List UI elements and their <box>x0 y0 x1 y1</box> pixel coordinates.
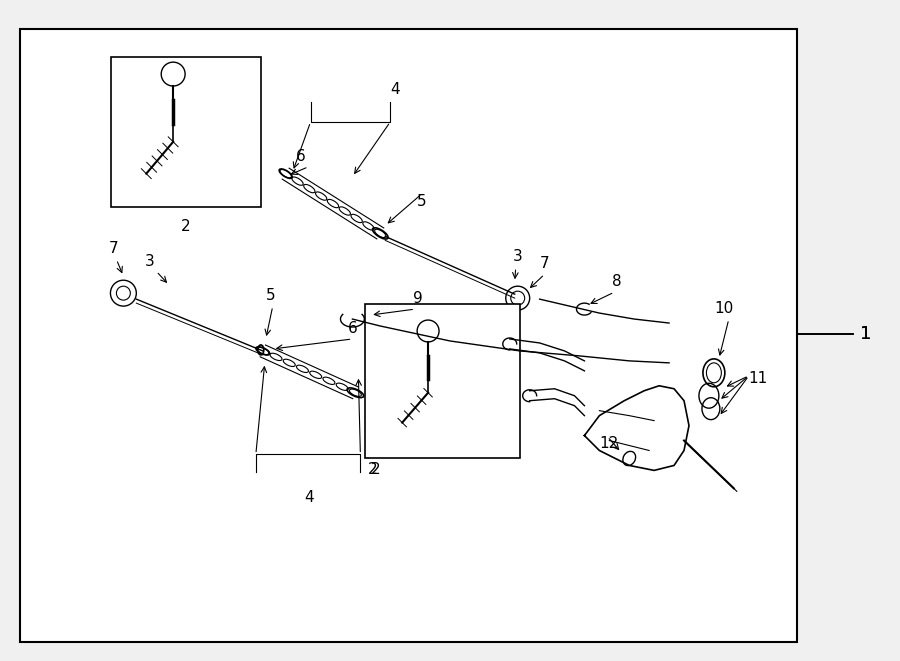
Bar <box>112 57 261 206</box>
Text: 2: 2 <box>367 463 377 477</box>
Text: 4: 4 <box>391 82 400 97</box>
Text: 12: 12 <box>599 436 619 451</box>
Text: 2: 2 <box>371 463 380 477</box>
Bar <box>365 304 519 459</box>
Text: 5: 5 <box>266 288 275 303</box>
Bar <box>20 29 796 642</box>
Text: 3: 3 <box>144 254 154 269</box>
Text: 7: 7 <box>109 241 118 256</box>
Text: 6: 6 <box>296 149 305 164</box>
Text: 4: 4 <box>304 490 313 505</box>
Text: 8: 8 <box>613 274 622 289</box>
Text: 1: 1 <box>860 325 871 343</box>
Text: 10: 10 <box>715 301 733 316</box>
Text: 11: 11 <box>749 371 768 386</box>
Text: 3: 3 <box>513 249 523 264</box>
Text: 2: 2 <box>181 219 191 235</box>
Text: 5: 5 <box>418 194 427 209</box>
Text: 6: 6 <box>347 321 357 336</box>
Text: 9: 9 <box>413 291 423 306</box>
Text: 1: 1 <box>860 325 871 343</box>
Text: 7: 7 <box>540 256 549 271</box>
